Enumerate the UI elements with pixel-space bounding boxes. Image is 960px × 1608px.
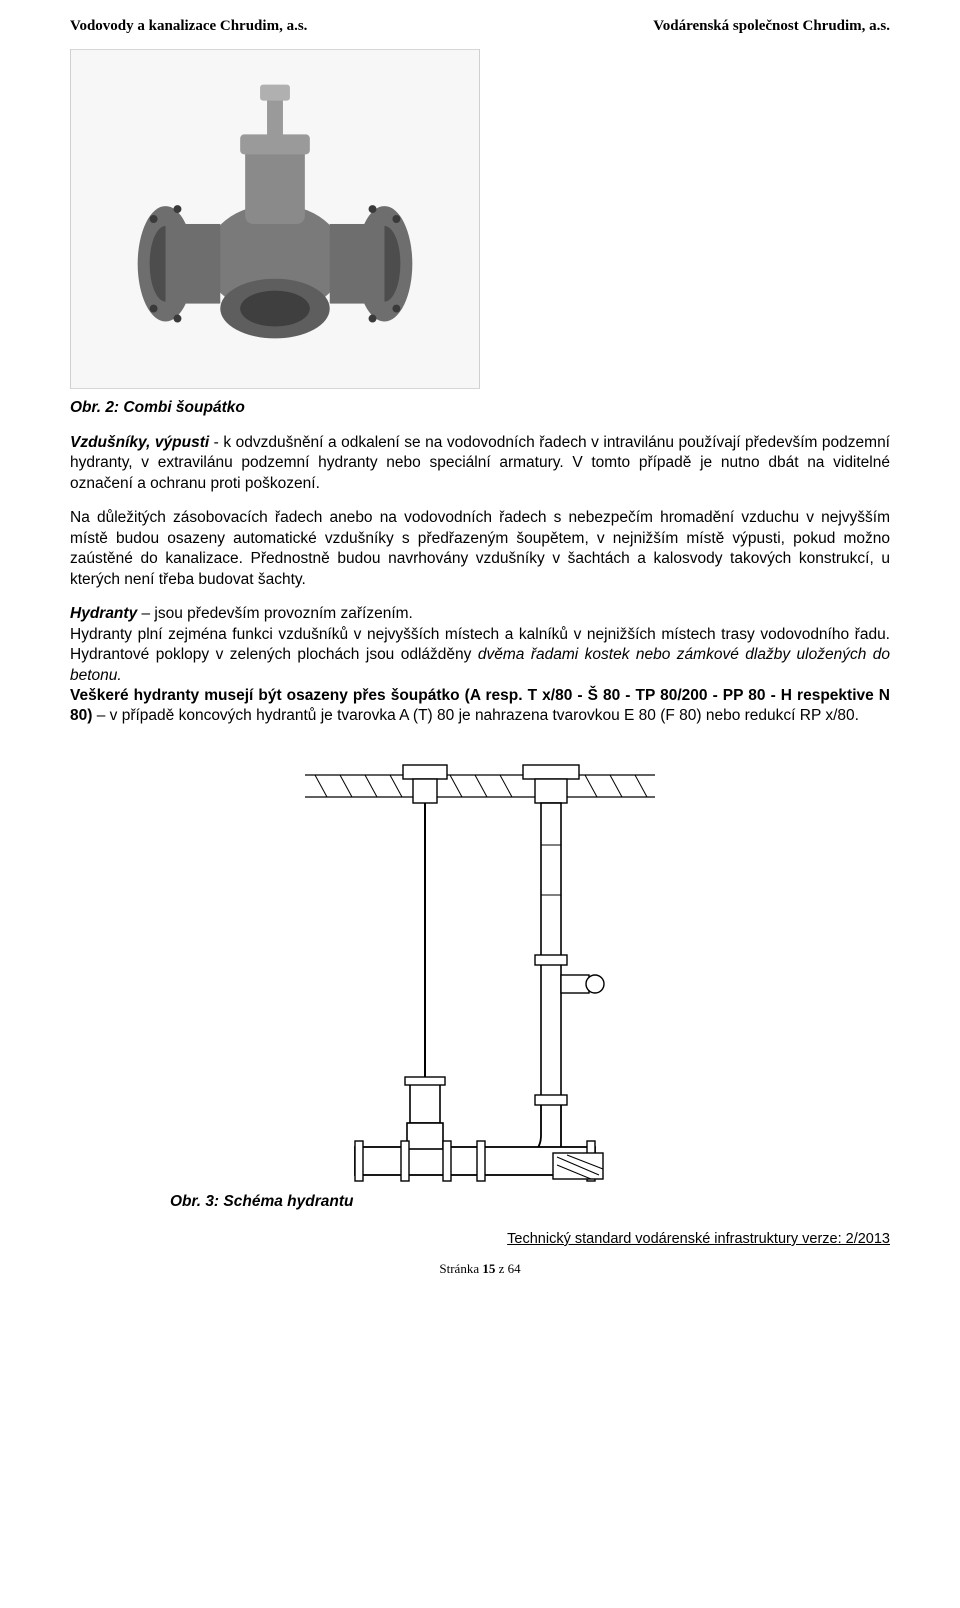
page-sep: z: [495, 1261, 507, 1276]
header-left: Vodovody a kanalizace Chrudim, a.s.: [70, 18, 307, 35]
hydrant-schematic: [295, 745, 665, 1185]
para3-tail: – v případě koncových hydrantů je tvarov…: [92, 707, 859, 724]
page-current: 15: [482, 1261, 495, 1276]
figure-combi-valve-photo: [70, 49, 480, 389]
page-total: 64: [508, 1261, 521, 1276]
para3-lead: Hydranty: [70, 605, 137, 622]
figure1-caption: Obr. 2: Combi šoupátko: [70, 399, 890, 417]
page-prefix: Stránka: [439, 1261, 482, 1276]
paragraph-hydranty: Hydranty – jsou především provozním zaří…: [70, 604, 890, 727]
paragraph-vzdusniky: Vzdušníky, výpusti - k odvzdušnění a odk…: [70, 433, 890, 494]
valve-illustration: [71, 49, 479, 389]
figure-hydrant-diagram: [295, 745, 665, 1185]
page-number: Stránka 15 z 64: [70, 1261, 890, 1277]
page-header: Vodovody a kanalizace Chrudim, a.s. Vodá…: [70, 18, 890, 35]
header-right: Vodárenská společnost Chrudim, a.s.: [653, 18, 890, 35]
footer-version: Technický standard vodárenské infrastruk…: [70, 1231, 890, 1247]
document-page: Vodovody a kanalizace Chrudim, a.s. Vodá…: [0, 0, 960, 1608]
para1-lead: Vzdušníky, výpusti: [70, 434, 209, 451]
para3-rest-italic: – jsou především provozním zařízením.: [137, 605, 413, 622]
paragraph-zasobovaci: Na důležitých zásobovacích řadech anebo …: [70, 508, 890, 590]
figure2-caption: Obr. 3: Schéma hydrantu: [170, 1193, 890, 1211]
